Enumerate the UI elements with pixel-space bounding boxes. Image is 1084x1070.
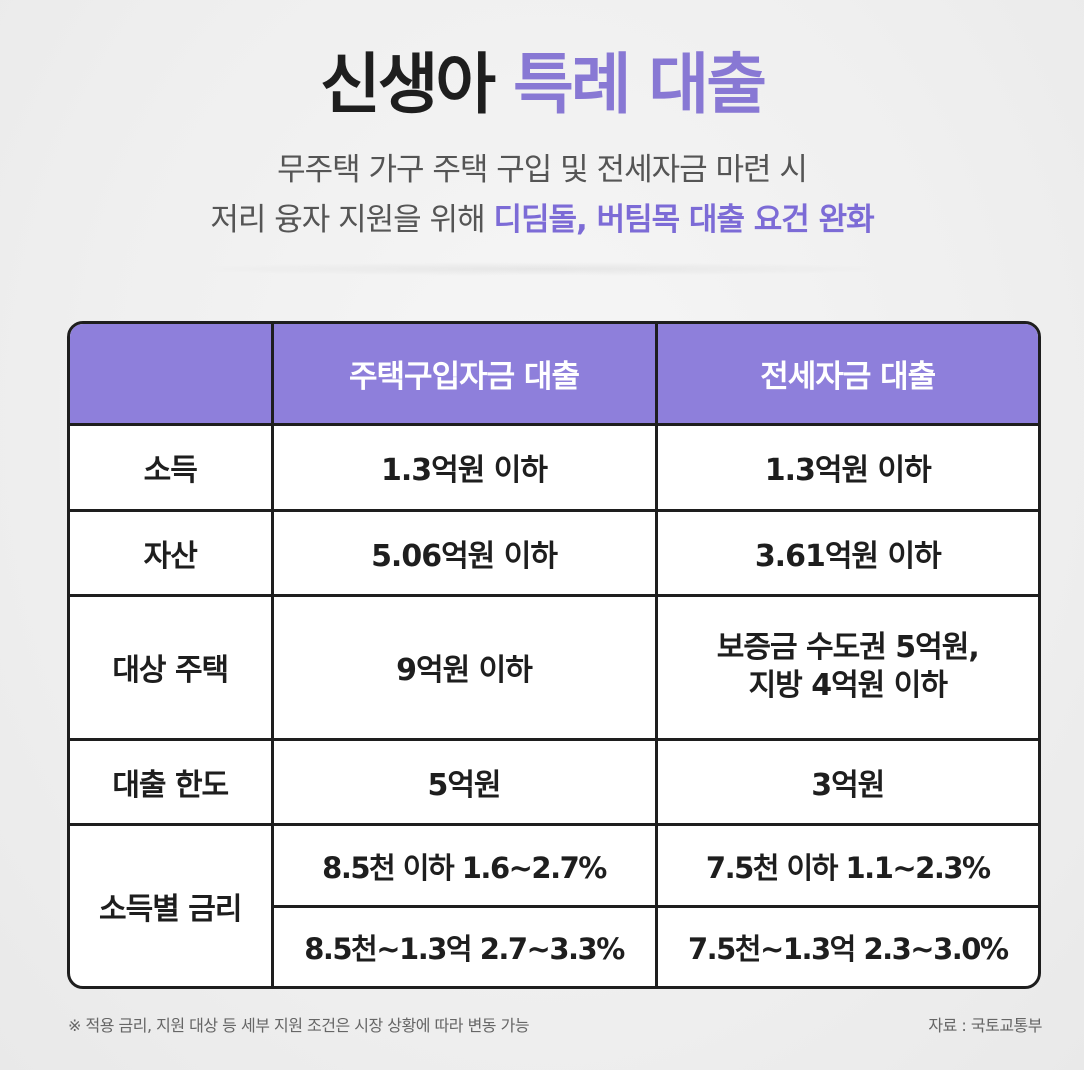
cell-assets-purchase: 5.06억원 이하 [270,508,658,598]
table-row-rate-1: 소득별 금리 8.5천 이하 1.6~2.7% 7.5천 이하 1.1~2.3% [70,823,1038,986]
cell-target-housing-jeonse: 보증금 수도권 5억원, 지방 4억원 이하 [654,594,1038,741]
comparison-table-grid: 주택구입자금 대출 전세자금 대출 소득 1.3억원 이하 1.3억원 이하 자… [70,324,1038,986]
cell-target-housing-purchase: 9억원 이하 [270,594,658,741]
cell-loan-limit-purchase: 5억원 [270,737,658,827]
cell-rate-1-purchase: 8.5천 이하 1.6~2.7% [270,823,658,909]
subtitle-line-2-plain: 저리 융자 지원을 위해 [210,202,494,238]
subtitle-line-2: 저리 융자 지원을 위해 디딤돌, 버팀목 대출 요건 완화 [0,195,1084,245]
table-row-income: 소득 1.3억원 이하 1.3억원 이하 [70,423,1038,512]
row-label-loan-limit: 대출 한도 [70,737,274,827]
cell-target-housing-jeonse-line-1: 보증금 수도권 5억원, [716,630,980,666]
header-jeonse-loan: 전세자금 대출 [654,324,1038,426]
header-corner [70,324,274,426]
cell-target-housing-jeonse-line-2: 지방 4억원 이하 [748,668,948,704]
table-row-rate-2: 8.5천~1.3억 2.7~3.3% 7.5천~1.3억 2.3~3.0% [70,905,1038,986]
subtitle-highlight: 디딤돌, 버팀목 대출 요건 완화 [493,202,874,238]
table-row-assets: 자산 5.06억원 이하 3.61억원 이하 [70,508,1038,598]
table-row-loan-limit: 대출 한도 5억원 3억원 [70,737,1038,827]
cell-rate-2-jeonse: 7.5천~1.3억 2.3~3.0% [654,905,1038,986]
cell-loan-limit-jeonse: 3억원 [654,737,1038,827]
row-label-target-housing: 대상 주택 [70,594,274,741]
subtitle: 무주택 가구 주택 구입 및 전세자금 마련 시 저리 융자 지원을 위해 디딤… [0,145,1084,245]
title-part-2: 특례 대출 [513,46,767,123]
table-row-target-housing: 대상 주택 9억원 이하 보증금 수도권 5억원, 지방 4억원 이하 [70,594,1038,741]
table-header-row: 주택구입자금 대출 전세자금 대출 [70,324,1038,426]
cell-rate-1-jeonse: 7.5천 이하 1.1~2.3% [654,823,1038,909]
cell-income-purchase: 1.3억원 이하 [270,423,658,512]
divider-shadow [180,262,904,276]
row-label-income: 소득 [70,423,274,512]
subtitle-line-1: 무주택 가구 주택 구입 및 전세자금 마련 시 [277,152,808,188]
cell-assets-jeonse: 3.61억원 이하 [654,508,1038,598]
row-label-assets: 자산 [70,508,274,598]
title-part-1: 신생아 [319,46,496,123]
cell-rate-2-purchase: 8.5천~1.3억 2.7~3.3% [272,905,658,986]
page-title: 신생아 특례 대출 [0,40,1084,130]
cell-income-jeonse: 1.3억원 이하 [654,423,1038,512]
loan-comparison-table: 주택구입자금 대출 전세자금 대출 소득 1.3억원 이하 1.3억원 이하 자… [67,321,1041,989]
header-home-purchase-loan: 주택구입자금 대출 [270,324,658,426]
footnote: ※ 적용 금리, 지원 대상 등 세부 지원 조건은 시장 상황에 따라 변동 … [68,1016,530,1035]
row-label-rate: 소득별 금리 [70,823,274,986]
source-credit: 자료 : 국토교통부 [928,1016,1042,1035]
